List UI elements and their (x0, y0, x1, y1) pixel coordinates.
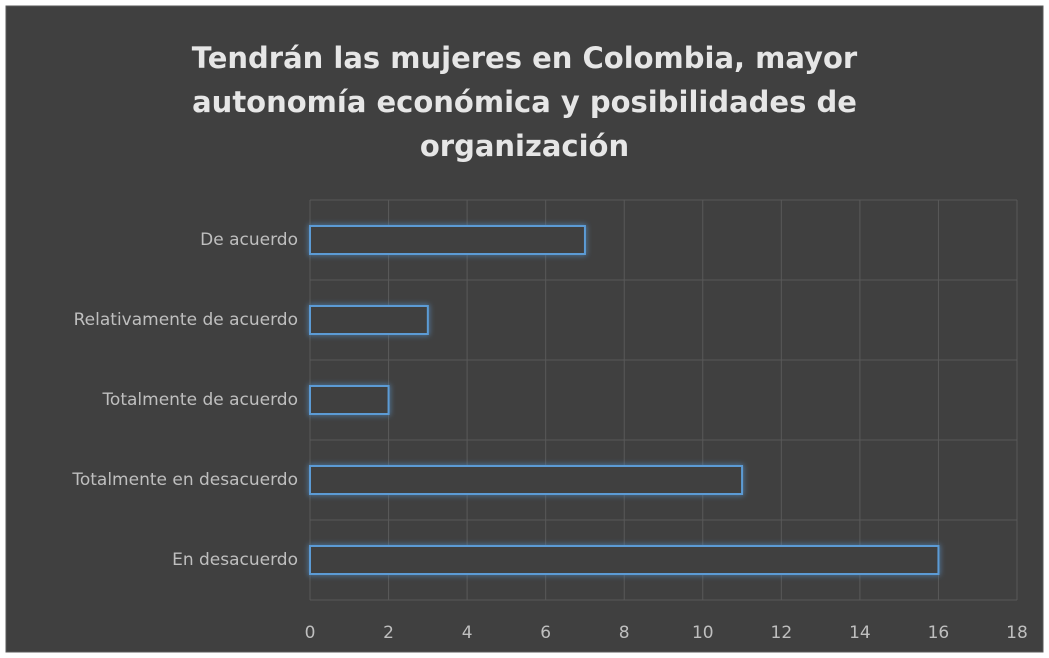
bar (309, 225, 586, 255)
y-tick-label: Totalmente de acuerdo (101, 390, 298, 410)
x-tick-label: 16 (928, 623, 950, 643)
bar (309, 465, 744, 495)
chart-background (5, 5, 1044, 653)
y-tick-label: De acuerdo (200, 230, 298, 250)
bar (309, 385, 390, 415)
x-tick-label: 12 (771, 623, 793, 643)
y-tick-label: Relativamente de acuerdo (74, 310, 298, 330)
x-tick-label: 0 (305, 623, 316, 643)
x-tick-label: 8 (619, 623, 630, 643)
bar (309, 545, 940, 575)
x-tick-label: 14 (849, 623, 871, 643)
bar (309, 305, 429, 335)
x-tick-label: 6 (540, 623, 551, 643)
y-tick-label: Totalmente en desacuerdo (71, 470, 298, 490)
chart-title: Tendrán las mujeres en Colombia, mayor a… (191, 41, 858, 163)
x-tick-label: 2 (383, 623, 394, 643)
x-tick-label: 4 (462, 623, 473, 643)
x-tick-label: 18 (1006, 623, 1028, 643)
y-tick-label: En desacuerdo (172, 550, 298, 570)
x-tick-label: 10 (692, 623, 714, 643)
